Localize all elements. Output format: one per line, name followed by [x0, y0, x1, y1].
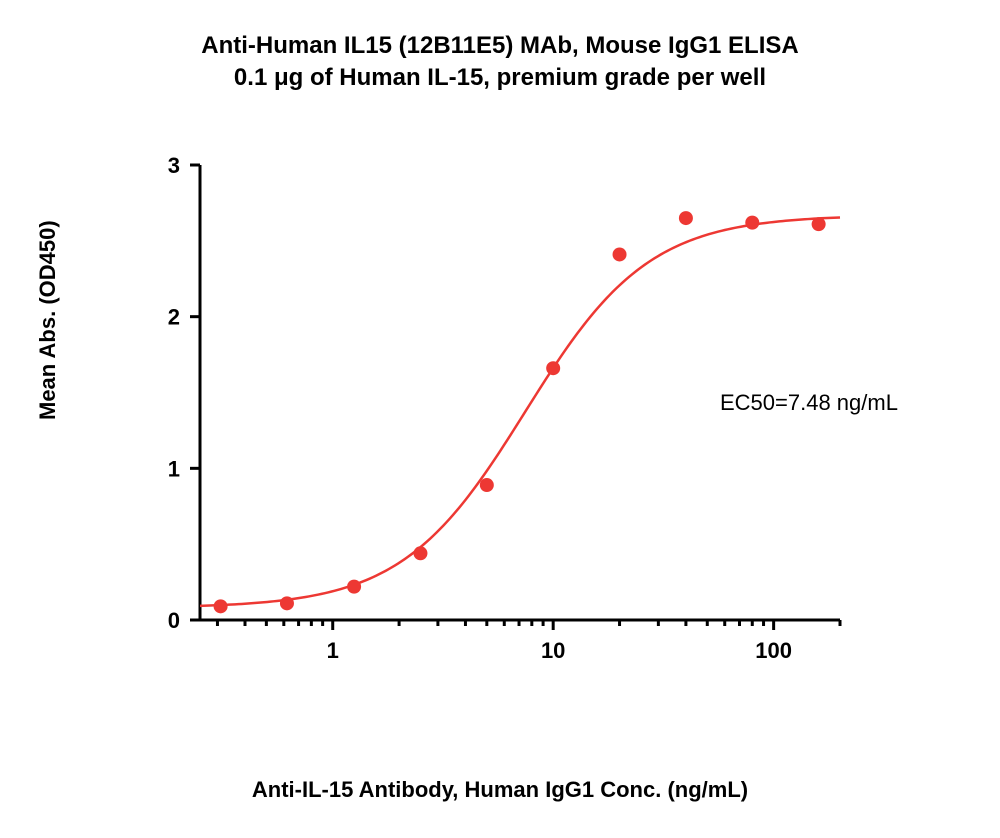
x-axis-label: Anti-IL-15 Antibody, Human IgG1 Conc. (n… [0, 777, 1000, 803]
data-point [546, 361, 560, 375]
fit-curve [200, 217, 840, 605]
data-point [480, 478, 494, 492]
data-point [214, 599, 228, 613]
data-point [812, 217, 826, 231]
y-tick-label: 3 [168, 155, 180, 178]
chart-title-line2: 0.1 μg of Human IL-15, premium grade per… [0, 62, 1000, 94]
y-tick-label: 0 [168, 608, 180, 633]
x-tick-label: 1 [327, 638, 339, 663]
data-point [413, 546, 427, 560]
data-point [347, 580, 361, 594]
chart-svg: 0 1 2 3 1 10 100 [160, 155, 850, 675]
y-tick-label: 1 [168, 456, 180, 481]
data-point [613, 247, 627, 261]
data-point [280, 596, 294, 610]
y-axis-label: Mean Abs. (OD450) [35, 220, 61, 420]
data-point [679, 211, 693, 225]
x-tick-label: 100 [755, 638, 792, 663]
plot-area: 0 1 2 3 1 10 100 [160, 155, 850, 675]
y-tick-label: 2 [168, 305, 180, 330]
chart-title-line1: Anti-Human IL15 (12B11E5) MAb, Mouse IgG… [0, 30, 1000, 62]
elisa-chart: Anti-Human IL15 (12B11E5) MAb, Mouse IgG… [0, 0, 1000, 838]
x-tick-label: 10 [541, 638, 565, 663]
data-point [745, 216, 759, 230]
chart-title: Anti-Human IL15 (12B11E5) MAb, Mouse IgG… [0, 30, 1000, 95]
